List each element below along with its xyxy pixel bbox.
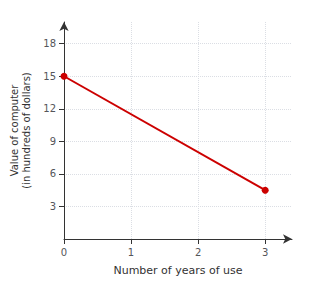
svg-text:6: 6 bbox=[50, 168, 56, 179]
svg-text:3: 3 bbox=[262, 247, 268, 258]
svg-text:(in hundreds of dollars): (in hundreds of dollars) bbox=[21, 72, 32, 189]
svg-text:12: 12 bbox=[43, 103, 56, 114]
svg-text:2: 2 bbox=[195, 247, 201, 258]
svg-text:Number of years of use: Number of years of use bbox=[113, 264, 242, 277]
svg-text:0: 0 bbox=[61, 247, 67, 258]
svg-text:18: 18 bbox=[43, 38, 56, 49]
svg-text:Value of computer: Value of computer bbox=[9, 84, 20, 177]
svg-text:1: 1 bbox=[128, 247, 134, 258]
svg-text:15: 15 bbox=[43, 71, 56, 82]
svg-text:9: 9 bbox=[50, 136, 56, 147]
svg-text:3: 3 bbox=[50, 201, 56, 212]
